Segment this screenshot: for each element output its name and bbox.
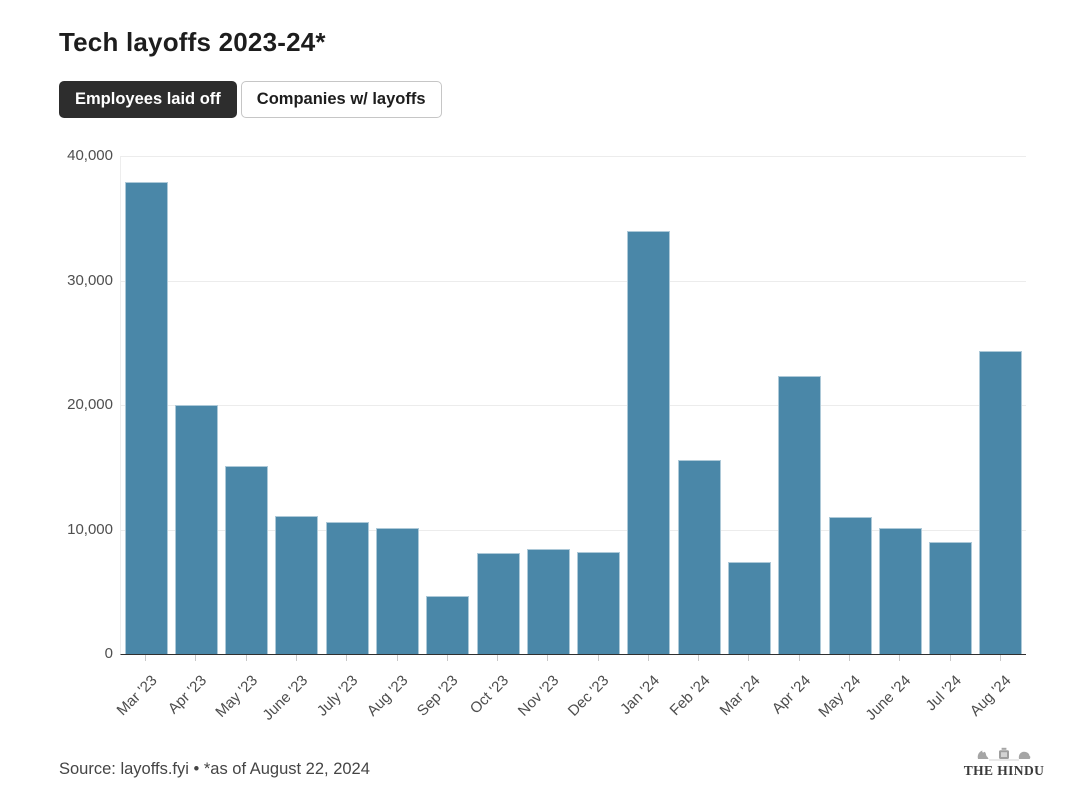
x-axis-tick-label: Jan '24 <box>617 672 663 718</box>
axis-tick <box>497 655 499 661</box>
bar[interactable] <box>376 528 420 654</box>
toggle-employees-laid-off[interactable]: Employees laid off <box>59 81 237 118</box>
bar-chart: 40,000 30,000 20,000 10,000 0 Mar '23 Apr '23… <box>67 147 1026 747</box>
bar[interactable] <box>727 561 771 654</box>
bar[interactable] <box>225 466 269 654</box>
view-toggle-group: Employees laid off Companies w/ layoffs <box>59 81 442 118</box>
the-hindu-wordmark: THE HINDU <box>963 763 1045 778</box>
axis-tick <box>999 655 1001 661</box>
x-axis-tick-label: May '23 <box>211 672 261 721</box>
axis-tick <box>899 655 901 661</box>
axis-tick <box>647 655 649 661</box>
axis-tick <box>547 655 549 661</box>
gridline <box>121 529 1026 531</box>
axis-tick <box>748 655 750 661</box>
x-axis-tick-label: June '24 <box>862 672 915 724</box>
bar[interactable] <box>677 459 721 654</box>
x-axis-labels: Mar '23 Apr '23 May '23 June '23 July '23 Aug… <box>113 662 1025 747</box>
axis-tick <box>446 655 448 661</box>
x-axis-tick-label: Mar '23 <box>113 672 161 720</box>
bar[interactable] <box>577 551 621 654</box>
x-axis-tick-label: Nov '23 <box>514 672 563 720</box>
gridline <box>121 280 1026 282</box>
bar[interactable] <box>174 405 218 654</box>
x-axis-tick-label: June '23 <box>259 672 312 724</box>
y-axis-tick-label: 30,000 <box>67 271 113 289</box>
x-axis-tick-label: Aug '24 <box>967 672 1015 720</box>
axis-tick <box>597 655 599 661</box>
y-axis-tick-label: 40,000 <box>67 147 113 164</box>
y-axis-tick-label: 0 <box>104 645 113 662</box>
plot-area <box>120 156 1026 655</box>
bar[interactable] <box>929 541 973 654</box>
bar[interactable] <box>778 376 822 654</box>
axis-tick <box>798 655 800 661</box>
axis-tick <box>145 655 147 661</box>
x-axis-tick-label: Feb '24 <box>666 672 714 720</box>
toggle-companies-with-layoffs[interactable]: Companies w/ layoffs <box>240 81 442 118</box>
axis-tick <box>195 655 197 661</box>
gridline <box>121 156 1026 157</box>
bar[interactable] <box>828 517 872 654</box>
x-axis-tick-label: Sep '23 <box>414 672 462 720</box>
x-axis-tick-label: July '23 <box>313 672 362 720</box>
x-axis-tick-label: Apr '24 <box>768 672 814 718</box>
x-axis-tick-label: Dec '23 <box>565 672 613 720</box>
axis-tick <box>698 655 700 661</box>
bar[interactable] <box>426 595 470 654</box>
the-hindu-crest-icon <box>977 747 1031 761</box>
axis-tick <box>949 655 951 661</box>
y-axis-tick-label: 10,000 <box>67 520 113 538</box>
x-axis-tick-label: Apr '23 <box>165 672 211 718</box>
page-title: Tech layoffs 2023-24* <box>59 27 326 57</box>
the-hindu-logo: THE HINDU <box>963 747 1045 779</box>
source-note: Source: layoffs.fyi • *as of August 22, … <box>59 760 370 778</box>
axis-tick <box>849 655 851 661</box>
x-axis-tick-label: May '24 <box>815 672 865 721</box>
bar[interactable] <box>476 553 520 654</box>
axis-tick <box>346 655 348 661</box>
bar[interactable] <box>878 528 922 654</box>
x-axis-tick-label: Jul '24 <box>922 672 965 715</box>
bar[interactable] <box>275 515 319 654</box>
y-axis-tick-label: 20,000 <box>67 396 113 413</box>
x-axis-tick-label: Mar '24 <box>716 672 764 720</box>
bar[interactable] <box>627 230 671 654</box>
axis-tick <box>396 655 398 661</box>
x-axis-ticks <box>120 655 1025 662</box>
x-axis-tick-label: Oct '23 <box>466 672 513 718</box>
axis-tick <box>245 655 247 661</box>
x-axis-tick-label: Aug '23 <box>363 672 412 720</box>
bar[interactable] <box>526 549 570 654</box>
axis-tick <box>295 655 297 661</box>
bar[interactable] <box>325 522 369 654</box>
bar[interactable] <box>124 182 168 654</box>
bar[interactable] <box>979 351 1023 654</box>
gridline <box>121 405 1026 406</box>
